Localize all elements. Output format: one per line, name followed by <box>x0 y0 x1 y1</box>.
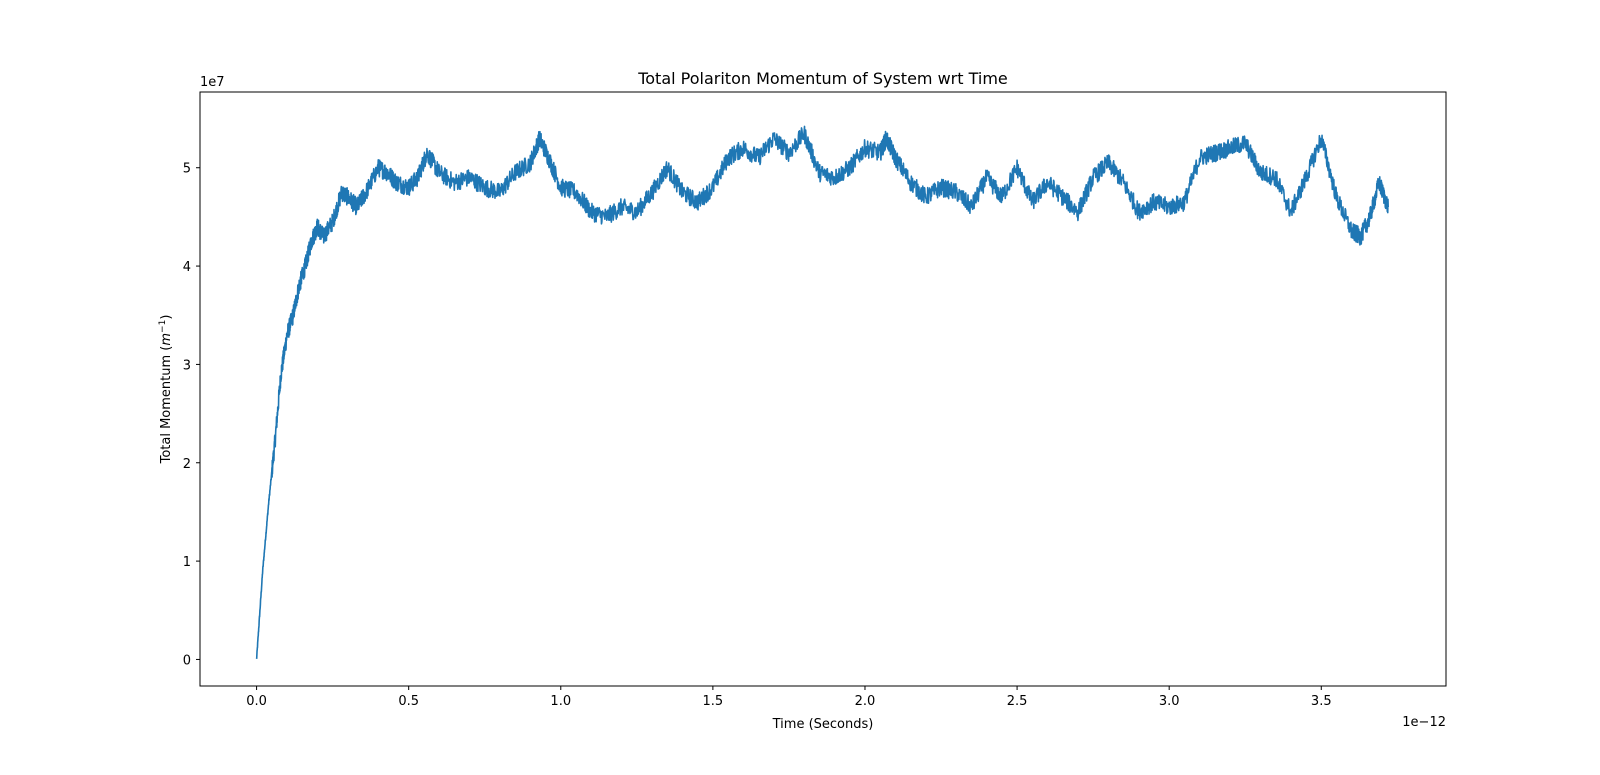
x-tick-label: 0.5 <box>398 694 419 709</box>
x-tick-label: 3.5 <box>1311 694 1332 709</box>
x-axis-offset-label: 1e−12 <box>1402 715 1446 730</box>
x-tick-label: 1.5 <box>703 694 724 709</box>
y-tick-label: 2 <box>183 457 191 472</box>
y-tick-label: 4 <box>183 260 191 275</box>
momentum-series-line <box>255 125 1389 659</box>
x-tick-label: 3.0 <box>1159 694 1180 709</box>
data-layer <box>255 125 1389 659</box>
y-axis-offset-label: 1e7 <box>200 75 225 90</box>
y-tick-label: 0 <box>183 653 191 668</box>
y-tick-label: 1 <box>183 555 191 570</box>
y-axis-label-unit: m <box>159 333 174 346</box>
x-axis-ticks: 0.0 0.5 1.0 1.5 2.0 2.5 3.0 3.5 <box>246 686 1332 709</box>
x-tick-label: 2.0 <box>855 694 876 709</box>
y-tick-label: 5 <box>183 162 191 177</box>
y-axis-label-exponent: −1 <box>158 320 168 333</box>
y-axis-label: Total Momentum (m−1) <box>158 315 174 465</box>
x-axis-label: Time (Seconds) <box>772 717 874 732</box>
y-tick-label: 3 <box>183 358 191 373</box>
y-axis-label-text: Total Momentum ( <box>159 346 174 465</box>
plot-frame <box>199 91 1447 687</box>
y-axis-ticks: 0 1 2 3 4 5 <box>183 162 200 668</box>
x-tick-label: 0.0 <box>246 694 267 709</box>
chart-title: Total Polariton Momentum of System wrt T… <box>637 69 1008 88</box>
x-tick-label: 1.0 <box>550 694 571 709</box>
y-axis-label-close: ) <box>159 315 174 320</box>
x-tick-label: 2.5 <box>1007 694 1028 709</box>
